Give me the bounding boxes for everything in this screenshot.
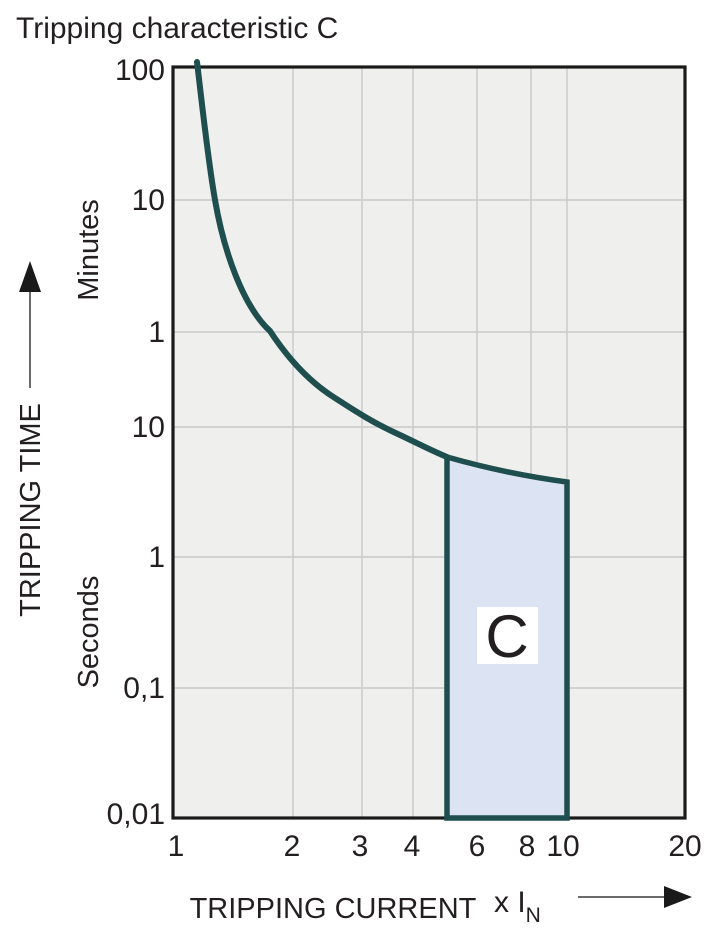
y-unit-minutes: Minutes — [73, 199, 105, 301]
x-tick-label: 20 — [668, 830, 701, 863]
y-tick-labels: 100 10 1 10 1 0,1 0,01 — [107, 54, 165, 831]
y-unit-seconds: Seconds — [73, 576, 105, 689]
x-tick-label: 2 — [284, 830, 301, 863]
y-tick-label: 0,1 — [123, 672, 165, 705]
x-multiplier-prefix: x I — [494, 886, 526, 919]
x-tick-label: 4 — [404, 830, 421, 863]
chart-title: Tripping characteristic C — [16, 12, 338, 45]
y-tick-label: 1 — [148, 316, 165, 349]
x-axis-arrow-icon — [578, 886, 692, 908]
x-multiplier-label: x IN — [494, 886, 541, 927]
plot-background — [173, 67, 685, 818]
x-axis-title: TRIPPING CURRENT — [190, 893, 477, 925]
trip-curve — [194, 59, 450, 460]
y-tick-label: 10 — [132, 184, 165, 217]
y-tick-label: 10 — [132, 411, 165, 444]
x-tick-label: 3 — [352, 830, 369, 863]
x-tick-label: 1 — [168, 830, 185, 863]
y-tick-label: 0,01 — [107, 798, 165, 831]
region-label-chip — [477, 607, 538, 664]
y-axis-arrow-icon — [19, 261, 41, 388]
y-axis-title: TRIPPING TIME — [15, 403, 47, 617]
x-tick-label: 6 — [469, 830, 486, 863]
x-tick-label: 10 — [546, 830, 579, 863]
x-tick-label: 8 — [519, 830, 536, 863]
y-tick-label: 1 — [148, 541, 165, 574]
region-label: C — [485, 603, 528, 670]
grid-horizontal — [174, 199, 684, 689]
x-tick-labels: 1 2 3 4 6 8 10 20 — [168, 830, 702, 863]
x-multiplier-subscript: N — [526, 904, 541, 927]
y-tick-label: 100 — [115, 54, 165, 87]
plot-border — [171, 65, 687, 820]
